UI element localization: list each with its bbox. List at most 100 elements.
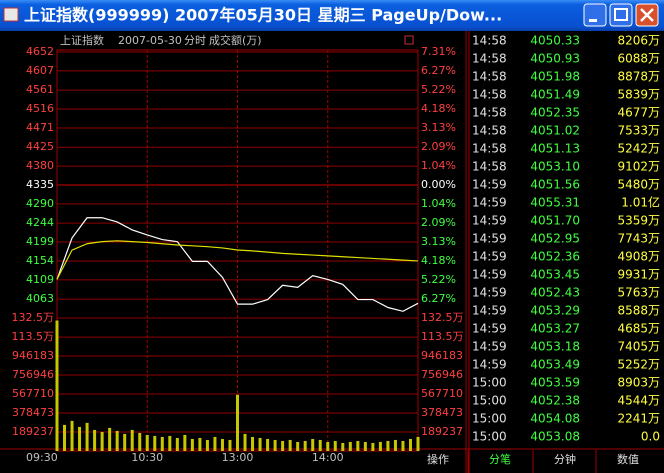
- volume-bar: [401, 440, 405, 451]
- volume-bar: [213, 436, 217, 451]
- trade-time: 14:58: [472, 70, 507, 84]
- tab[interactable]: 操作: [427, 452, 449, 466]
- volume-bar: [393, 439, 397, 451]
- volume-bar: [123, 433, 127, 451]
- window-title: 上证指数(999999) 2007年05月30日 星期三 PageUp/Dow.…: [24, 6, 502, 25]
- volume-bar: [311, 438, 315, 451]
- trade-price: 4051.70: [530, 214, 580, 228]
- y-tick-label: 4652: [26, 45, 54, 58]
- trade-price: 4050.93: [530, 52, 580, 66]
- tab[interactable]: 分笔: [489, 452, 511, 466]
- y2-tick-label: 1.04%: [421, 159, 456, 172]
- volume-bar: [108, 427, 112, 451]
- volume-tick-label: 113.5万: [12, 330, 55, 343]
- volume-bar: [371, 442, 375, 451]
- volume-bar: [100, 431, 104, 451]
- trade-time: 14:59: [472, 304, 507, 318]
- volume-bar: [303, 440, 307, 451]
- volume-bar: [236, 394, 239, 451]
- volume-bar: [198, 437, 202, 451]
- y-tick-label: 4516: [26, 102, 54, 115]
- volume-bar: [348, 441, 352, 451]
- trade-volume: 5480万: [617, 178, 660, 192]
- trade-price: 4051.49: [530, 88, 580, 102]
- volume-bar: [130, 429, 134, 451]
- volume-bar: [160, 436, 164, 451]
- trade-volume: 7743万: [617, 232, 660, 246]
- trade-time: 14:58: [472, 160, 507, 174]
- volume-bar: [115, 430, 119, 451]
- trade-price: 4053.45: [530, 268, 580, 282]
- trade-volume: 5242万: [617, 142, 660, 156]
- y2-tick-label: 4.18%: [421, 254, 456, 267]
- y-tick-label: 4244: [26, 216, 54, 229]
- trade-volume: 8878万: [617, 70, 660, 84]
- trade-price: 4052.38: [530, 394, 580, 408]
- tab[interactable]: 数值: [617, 453, 639, 466]
- trade-time: 14:59: [472, 178, 507, 192]
- volume-bar: [175, 437, 179, 451]
- volume-bar: [168, 435, 172, 451]
- trade-price: 4053.27: [530, 322, 580, 336]
- volume-tick-label: 946183: [421, 349, 463, 362]
- volume-tick-label: 567710: [12, 387, 54, 400]
- trade-price: 4053.10: [530, 160, 580, 174]
- close-button[interactable]: [635, 3, 659, 27]
- volume-bar: [93, 429, 97, 451]
- trade-price: 4053.29: [530, 304, 580, 318]
- volume-tick-label: 132.5万: [12, 311, 55, 324]
- volume-bar: [378, 441, 382, 451]
- trade-volume: 1.01亿: [621, 195, 660, 210]
- trade-price: 4051.13: [530, 142, 580, 156]
- trade-volume: 9102万: [617, 160, 660, 174]
- chart-option[interactable]: [404, 35, 414, 45]
- y-tick-label: 4290: [26, 197, 54, 210]
- trade-price: 4053.08: [530, 430, 580, 444]
- trade-price: 4050.33: [530, 34, 580, 48]
- trade-price: 4051.02: [530, 124, 580, 138]
- trade-time: 14:59: [472, 358, 507, 372]
- x-tick-label: 09:30: [26, 451, 58, 464]
- header-mode: 分时: [184, 34, 206, 47]
- trade-price: 4052.35: [530, 106, 580, 120]
- trade-volume: 5839万: [617, 88, 660, 102]
- trade-volume: 4685万: [617, 322, 660, 336]
- volume-bar: [183, 434, 187, 451]
- maximize-button[interactable]: [609, 3, 633, 27]
- trade-price: 4055.31: [530, 196, 580, 210]
- minimize-button[interactable]: [583, 3, 607, 27]
- volume-bar: [416, 436, 420, 451]
- volume-bar: [318, 439, 322, 451]
- trade-volume: 7533万: [617, 124, 660, 138]
- volume-bar: [386, 440, 390, 451]
- volume-bar: [190, 438, 194, 451]
- y2-tick-label: 6.27%: [421, 292, 456, 305]
- volume-bar: [145, 434, 149, 451]
- trade-volume: 8903万: [617, 376, 660, 390]
- y2-tick-label: 3.13%: [421, 121, 456, 134]
- tab[interactable]: 分钟: [554, 452, 576, 466]
- volume-bar: [333, 440, 337, 451]
- trade-time: 14:58: [472, 52, 507, 66]
- x-tick-label: 13:00: [222, 451, 254, 464]
- y-tick-label: 4335: [26, 178, 54, 191]
- volume-tick-label: 189237: [421, 425, 463, 438]
- volume-bar: [281, 440, 285, 451]
- trade-time: 15:00: [472, 376, 507, 390]
- volume-bar: [138, 432, 142, 451]
- volume-bar: [251, 436, 255, 451]
- trade-price: 4052.95: [530, 232, 580, 246]
- trade-time: 14:59: [472, 340, 507, 354]
- y2-tick-label: 1.04%: [421, 197, 456, 210]
- y-tick-label: 4380: [26, 159, 54, 172]
- volume-bar: [288, 439, 292, 451]
- volume-bar: [363, 441, 367, 451]
- trade-volume: 0.0: [641, 430, 660, 444]
- volume-bar: [228, 439, 232, 451]
- x-tick-label: 14:00: [312, 451, 344, 464]
- trade-time: 15:00: [472, 394, 507, 408]
- y-tick-label: 4154: [26, 254, 54, 267]
- trade-volume: 5252万: [617, 358, 660, 372]
- trade-time: 14:58: [472, 88, 507, 102]
- volume-bar: [205, 439, 209, 451]
